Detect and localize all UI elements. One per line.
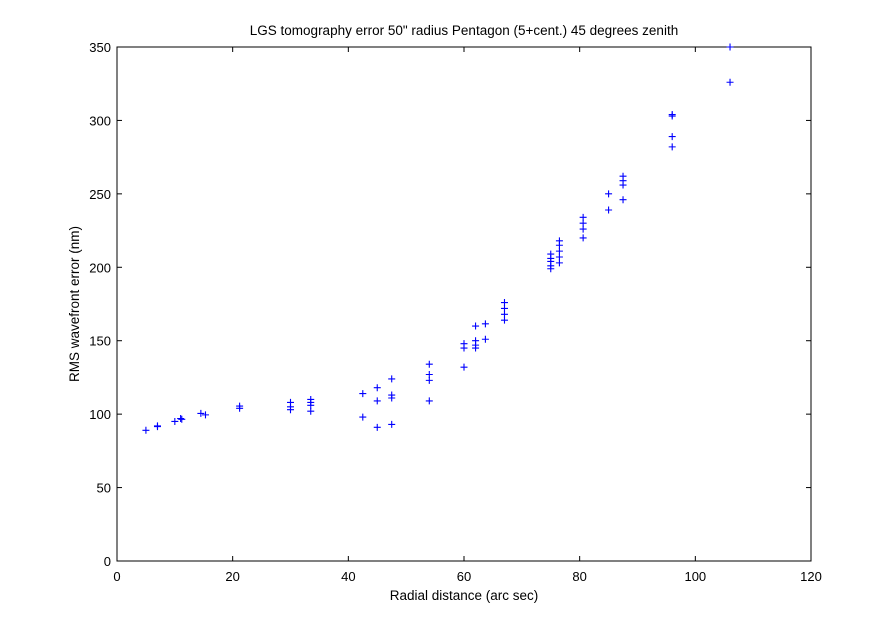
data-point xyxy=(547,250,555,258)
data-point xyxy=(373,397,381,405)
data-point xyxy=(579,219,587,227)
y-tick-label: 100 xyxy=(89,407,111,422)
data-point xyxy=(178,415,186,423)
x-tick-label: 80 xyxy=(572,569,586,584)
x-tick-label: 0 xyxy=(113,569,120,584)
data-point xyxy=(500,304,508,312)
x-tick-label: 120 xyxy=(800,569,822,584)
data-point xyxy=(425,360,433,368)
y-tick-label: 200 xyxy=(89,260,111,275)
data-point xyxy=(668,143,676,151)
y-tick-label: 0 xyxy=(104,554,111,569)
data-point xyxy=(555,237,563,245)
data-point xyxy=(425,376,433,384)
data-point xyxy=(555,259,563,267)
data-point xyxy=(359,413,367,421)
data-point xyxy=(177,415,185,423)
data-point xyxy=(425,397,433,405)
y-tick-label: 300 xyxy=(89,113,111,128)
data-point xyxy=(425,370,433,378)
data-point xyxy=(236,402,244,410)
y-tick-label: 350 xyxy=(89,40,111,55)
data-point xyxy=(153,423,161,431)
data-point xyxy=(359,390,367,398)
data-point xyxy=(579,234,587,242)
data-point xyxy=(500,316,508,324)
y-axis-label: RMS wavefront error (nm) xyxy=(67,226,82,382)
data-point xyxy=(388,391,396,399)
data-point xyxy=(472,337,480,345)
data-point xyxy=(481,335,489,343)
data-point xyxy=(201,411,209,419)
data-point xyxy=(460,340,468,348)
data-point xyxy=(472,322,480,330)
data-point xyxy=(373,384,381,392)
data-point xyxy=(373,423,381,431)
x-tick-label: 60 xyxy=(457,569,471,584)
data-point xyxy=(619,172,627,180)
data-point xyxy=(555,253,563,261)
data-point xyxy=(197,409,205,417)
y-tick-label: 150 xyxy=(89,334,111,349)
data-point xyxy=(307,407,315,415)
data-point xyxy=(388,375,396,383)
x-tick-label: 40 xyxy=(341,569,355,584)
data-point xyxy=(287,398,294,406)
data-point xyxy=(668,133,676,141)
x-axis-label: Radial distance (arc sec) xyxy=(390,588,539,603)
data-point xyxy=(619,196,627,204)
data-point xyxy=(726,43,734,51)
data-point xyxy=(579,213,587,221)
data-point xyxy=(605,190,613,198)
data-point xyxy=(500,299,508,307)
data-point xyxy=(171,417,179,425)
data-point xyxy=(726,78,734,86)
data-point xyxy=(605,206,613,214)
data-point xyxy=(460,363,468,371)
data-point xyxy=(579,225,587,233)
data-point xyxy=(481,320,489,328)
data-point xyxy=(142,426,150,434)
data-point xyxy=(668,111,676,119)
chart-title: LGS tomography error 50" radius Pentagon… xyxy=(250,23,678,38)
x-tick-label: 20 xyxy=(225,569,239,584)
y-tick-label: 50 xyxy=(97,481,111,496)
plot-area: 0 20 40 60 80 100 120 0 50 100 150 200 250 300 350 xyxy=(89,40,822,584)
data-point xyxy=(388,420,396,428)
y-tick-label: 250 xyxy=(89,187,111,202)
x-tick-label: 100 xyxy=(684,569,706,584)
data-point xyxy=(500,310,508,318)
data-point xyxy=(555,247,563,255)
data-point xyxy=(307,398,315,406)
